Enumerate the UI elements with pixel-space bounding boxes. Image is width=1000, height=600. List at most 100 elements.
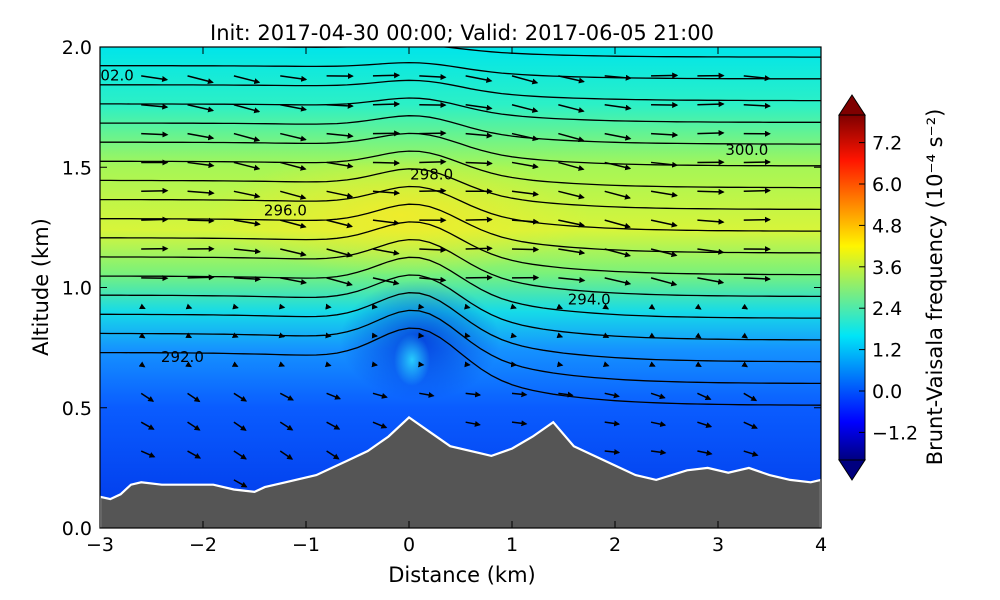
wind-arrow [697,449,713,456]
terrain-fill [100,415,821,528]
wind-arrow [604,103,632,111]
isentrope-line [100,150,821,189]
wind-arrow [511,132,539,142]
wind-arrow [233,450,247,460]
wind-arrow [650,449,667,456]
wind-arrow [141,131,169,138]
wind-arrow [465,103,493,111]
wind-arrow [233,103,261,114]
wind-arrow [279,421,294,431]
chart-title: Init: 2017-04-30 00:00; Valid: 2017-06-0… [210,21,714,45]
wind-arrow [743,102,771,109]
colorbar-tick-label: 7.2 [872,133,902,155]
wind-arrow [326,132,354,139]
x-axis-ticks: −3 −2 −1 0 1 2 3 4 [86,47,827,556]
wind-arrow [510,332,517,339]
wind-arrow [604,190,631,200]
colorbar-label: Brunt-Vaisala frequency (10⁻⁴ s⁻²) [923,109,947,466]
wind-arrow [326,161,354,169]
wind-arrow [464,303,471,310]
x-tick-label: 3 [712,534,724,556]
isentrope-line [100,79,821,102]
wind-arrow [279,392,294,401]
y-tick-label: 0.5 [62,398,92,420]
wind-arrow [278,332,286,339]
y-axis-label: Altitude (km) [29,218,53,356]
plot-area: 302.0 298.0 296.0 300.0 294.0 292.0 [100,47,821,528]
wind-arrow [419,392,435,398]
wind-arrow [233,276,262,283]
isentrope-line [100,274,821,341]
isentrope-line [100,221,821,276]
wind-arrow [141,103,169,110]
wind-arrow [233,421,247,431]
wind-arrow [280,219,307,229]
isentrope-line [100,256,821,319]
isentrope-line [100,292,821,363]
wind-arrow [743,75,771,82]
wind-arrow [185,303,193,310]
wind-arrow [233,392,248,402]
wind-arrow [418,303,425,310]
wind-arrow [187,132,215,141]
wind-arrow [279,450,294,460]
wind-arrow [558,161,585,171]
wind-arrow [604,219,631,229]
wind-arrow [419,74,447,81]
wind-arrow [231,361,239,367]
wind-arrow [372,159,401,166]
wind-arrow [743,187,771,194]
wind-arrow [558,132,585,143]
wind-arrow [604,449,621,455]
wind-arrow [141,216,169,223]
wind-arrow [694,332,702,339]
wind-arrow [231,332,239,339]
wind-arrow [324,361,332,368]
wind-arrow [697,421,713,428]
wind-arrow [743,216,771,223]
wind-arrow [232,303,239,310]
colorbar-ticks: −1.2 0.0 1.2 2.4 3.6 4.8 6.0 7.2 [859,133,918,444]
wind-arrow [602,361,610,368]
wind-arrow [464,332,471,339]
wind-arrow [511,246,540,253]
wind-arrow [140,450,156,458]
colorbar-tick-label: 2.4 [872,298,902,320]
wind-arrow [743,275,771,282]
wind-arrow [648,303,656,310]
colorbar-scale [838,114,866,461]
wind-arrow [697,130,725,137]
wind-arrow [187,103,215,113]
wind-arrow [280,161,307,171]
wind-arrow [419,246,447,253]
wind-arrow [743,421,758,429]
y-tick-label: 1.0 [62,278,92,300]
wind-arrow [697,101,725,108]
wind-arrow [650,248,678,258]
wind-arrow [326,421,341,430]
x-tick-label: −1 [292,534,320,556]
wind-arrow [602,303,610,310]
wind-arrow [604,161,632,171]
y-tick-label: 1.5 [62,157,92,179]
wind-arrow [233,248,261,255]
wind-arrow [187,421,201,431]
wind-arrow [140,421,155,430]
wind-arrow [697,188,725,195]
contour-labels: 302.0 298.0 296.0 300.0 294.0 292.0 [100,67,768,366]
x-axis-label: Distance (km) [388,563,536,587]
colorbar-max-extension [838,94,866,116]
wind-arrow [510,303,517,310]
contour-label: 296.0 [264,201,307,219]
wind-arrow [556,332,564,339]
wind-arrow [650,277,678,287]
wind-arrow [280,248,307,257]
wind-arrow [648,361,656,367]
wind-arrow [694,303,702,310]
wind-arrow [558,190,585,200]
wind-arrow [325,332,332,339]
field-warm-region [210,155,590,275]
wind-arrow [138,332,146,339]
wind-arrow [233,161,261,171]
